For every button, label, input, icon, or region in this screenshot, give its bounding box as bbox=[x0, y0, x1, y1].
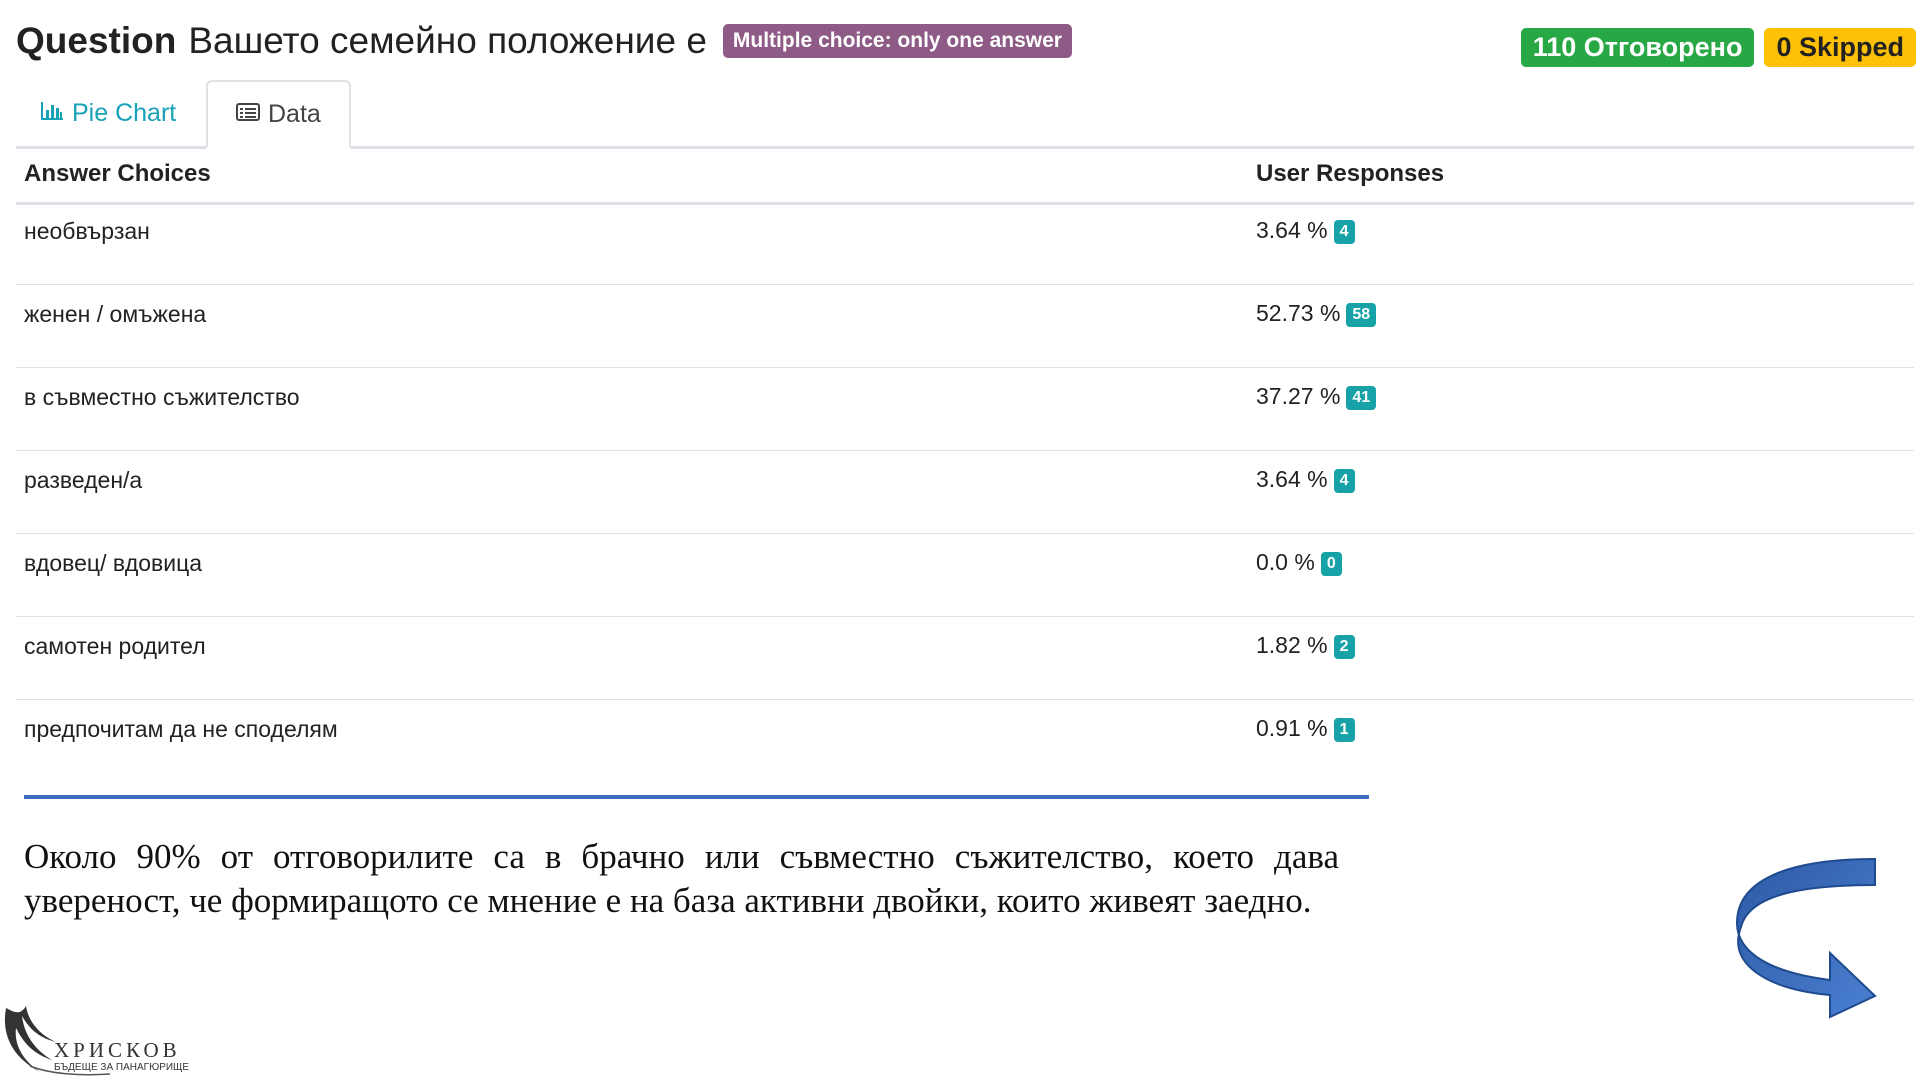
response-percent: 3.64 % bbox=[1256, 465, 1328, 492]
question-header: Question Вашето семейно положение е Mult… bbox=[16, 20, 1072, 62]
response-cell: 1.82 % 2 bbox=[1256, 631, 1355, 659]
table-header: Answer Choices User Responses bbox=[16, 146, 1914, 205]
response-percent: 3.64 % bbox=[1256, 216, 1328, 243]
header-user-responses: User Responses bbox=[1256, 160, 1445, 187]
response-count-badge: 41 bbox=[1346, 386, 1377, 410]
header-answer-choices: Answer Choices bbox=[24, 160, 211, 187]
response-count-badge: 1 bbox=[1333, 718, 1355, 742]
logo-name: ХРИСКОВ bbox=[54, 1038, 181, 1062]
table-row: в съвместно съжителство 37.27 % 41 bbox=[16, 368, 1914, 451]
question-label: Question bbox=[16, 20, 177, 61]
table-row: разведен/а 3.64 % 4 bbox=[16, 451, 1914, 534]
response-cell: 0.0 % 0 bbox=[1256, 548, 1342, 576]
answer-choice: вдовец/ вдовица bbox=[24, 550, 203, 576]
logo-tagline: БЪДЕЩЕ ЗА ПАНАГЮРИЩЕ bbox=[54, 1062, 190, 1073]
response-percent: 0.0 % bbox=[1256, 548, 1315, 575]
answer-choice: женен / омъжена bbox=[24, 301, 207, 327]
response-count-badge: 0 bbox=[1320, 552, 1342, 576]
view-tabs: Pie Chart Data bbox=[16, 80, 1914, 149]
answer-choice: необвързан bbox=[24, 218, 150, 244]
answered-badge: 110 Отговорено bbox=[1520, 28, 1755, 67]
answer-choice: предпочитам да не споделям bbox=[24, 716, 338, 742]
response-cell: 3.64 % 4 bbox=[1256, 216, 1355, 244]
summary-text: Около 90% от отговорилите са в брачно ил… bbox=[24, 837, 1339, 920]
response-percent: 1.82 % bbox=[1256, 631, 1328, 658]
tab-data-label: Data bbox=[268, 99, 321, 128]
response-count-badge: 2 bbox=[1333, 635, 1355, 659]
response-cell: 3.64 % 4 bbox=[1256, 465, 1355, 493]
logo-bird-icon bbox=[4, 1006, 111, 1076]
skipped-badge: 0 Skipped bbox=[1764, 28, 1916, 67]
question-type-badge: Multiple choice: only one answer bbox=[722, 24, 1072, 58]
response-percent: 52.73 % bbox=[1256, 299, 1341, 326]
response-stats: 110 Отговорено 0 Skipped bbox=[1520, 28, 1916, 67]
table-list-icon bbox=[236, 100, 260, 129]
response-count-badge: 4 bbox=[1333, 220, 1355, 244]
tab-pie-chart-label: Pie Chart bbox=[72, 98, 177, 127]
response-cell: 37.27 % 41 bbox=[1256, 382, 1377, 410]
answer-choice: в съвместно съжителство bbox=[24, 384, 300, 410]
curved-arrow-icon bbox=[1735, 855, 1885, 1025]
response-percent: 37.27 % bbox=[1256, 382, 1341, 409]
tab-pie-chart[interactable]: Pie Chart bbox=[40, 80, 176, 146]
question-title: Вашето семейно положение е bbox=[188, 20, 707, 61]
section-divider bbox=[24, 795, 1369, 799]
bar-chart-icon bbox=[40, 99, 64, 128]
response-count-badge: 4 bbox=[1333, 469, 1355, 493]
response-percent: 0.91 % bbox=[1256, 714, 1328, 741]
answer-choice: разведен/а bbox=[24, 467, 143, 493]
table-row: необвързан 3.64 % 4 bbox=[16, 202, 1914, 285]
response-cell: 0.91 % 1 bbox=[1256, 714, 1355, 742]
table-row: самотен родител 1.82 % 2 bbox=[16, 617, 1914, 700]
response-count-badge: 58 bbox=[1346, 303, 1377, 327]
table-row: женен / омъжена 52.73 % 58 bbox=[16, 285, 1914, 368]
answers-table: необвързан 3.64 % 4 женен / омъжена 52.7… bbox=[16, 202, 1914, 782]
tab-data[interactable]: Data bbox=[206, 80, 351, 149]
answer-choice: самотен родител bbox=[24, 633, 206, 659]
table-row: предпочитам да не споделям 0.91 % 1 bbox=[16, 700, 1914, 782]
table-row: вдовец/ вдовица 0.0 % 0 bbox=[16, 534, 1914, 617]
response-cell: 52.73 % 58 bbox=[1256, 299, 1377, 327]
